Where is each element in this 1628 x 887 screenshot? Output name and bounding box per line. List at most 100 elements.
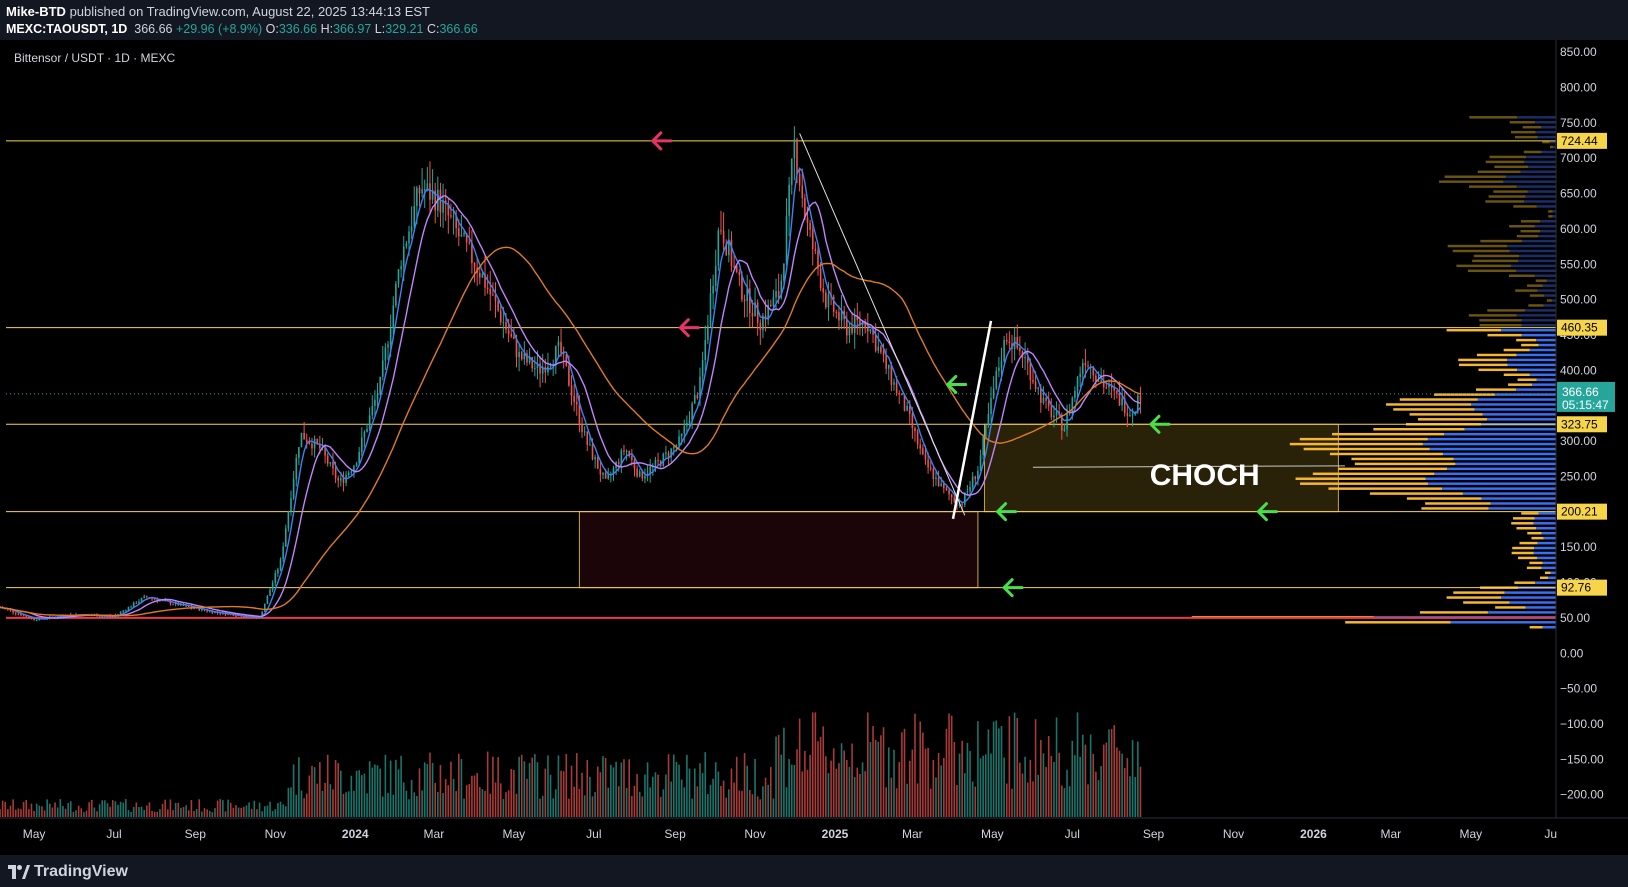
price-chart[interactable]: CHOCH 850.00 800.00 750.00 700.00 650.00 600.… bbox=[0, 40, 1628, 855]
candle-body bbox=[410, 226, 413, 232]
candle-body bbox=[969, 487, 971, 492]
volume-bar bbox=[489, 793, 492, 817]
volume-bar bbox=[1121, 753, 1123, 817]
volume-bar bbox=[269, 801, 271, 817]
volume-bar bbox=[1050, 755, 1053, 817]
volume-bar bbox=[161, 803, 164, 817]
brand-name: TradingView bbox=[34, 863, 128, 880]
candle-body bbox=[455, 215, 457, 229]
zone-box bbox=[983, 423, 1339, 513]
volume-profile-bar bbox=[1521, 324, 1556, 327]
candle-body bbox=[1055, 412, 1058, 416]
volume-bar bbox=[1, 800, 4, 817]
volume-bar bbox=[319, 762, 321, 817]
candle-body bbox=[371, 405, 374, 416]
volume-profile-bar bbox=[1509, 601, 1556, 604]
volume-bar bbox=[982, 755, 984, 817]
candle-body bbox=[903, 395, 906, 411]
volume-bar bbox=[321, 790, 324, 817]
candle-body bbox=[1047, 400, 1050, 407]
volume-bar bbox=[652, 776, 654, 817]
volume-profile-bar bbox=[1406, 497, 1482, 500]
volume-bar bbox=[240, 807, 242, 817]
volume-bar bbox=[104, 800, 106, 817]
volume-bar bbox=[28, 809, 30, 817]
volume-bar bbox=[680, 779, 683, 817]
candle-body bbox=[914, 428, 916, 432]
volume-bar bbox=[413, 792, 416, 817]
volume-profile-bar bbox=[1444, 432, 1556, 436]
candle-body bbox=[402, 246, 405, 267]
volume-bar bbox=[392, 794, 395, 817]
volume-bar bbox=[633, 785, 636, 817]
volume-bar bbox=[138, 806, 140, 817]
volume-profile-bar bbox=[1433, 393, 1495, 396]
volume-bar bbox=[919, 721, 922, 817]
volume-bar bbox=[762, 786, 764, 817]
candle-body bbox=[1097, 380, 1100, 382]
candle-body bbox=[17, 613, 20, 615]
volume-profile-bar bbox=[1525, 606, 1556, 609]
volume-profile-bar bbox=[1428, 482, 1556, 485]
author-name[interactable]: Mike-BTD bbox=[6, 4, 66, 19]
volume-bar bbox=[644, 774, 646, 817]
volume-bar bbox=[911, 749, 914, 817]
y-tick-label: 650.00 bbox=[1560, 187, 1597, 201]
volume-bar bbox=[143, 810, 145, 817]
volume-bar bbox=[515, 793, 518, 817]
volume-bar bbox=[166, 809, 169, 817]
volume-bar bbox=[174, 802, 177, 817]
volume-bar bbox=[733, 782, 735, 817]
volume-bar bbox=[347, 791, 350, 817]
candle-body bbox=[125, 610, 127, 612]
volume-profile-bar bbox=[1458, 358, 1508, 362]
volume-bar bbox=[64, 808, 67, 817]
volume-bar bbox=[1126, 758, 1129, 817]
candle-body bbox=[675, 445, 678, 447]
volume-profile-bar bbox=[1447, 467, 1556, 471]
candle-body bbox=[806, 217, 809, 223]
volume-bar bbox=[809, 754, 811, 817]
volume-profile-bar bbox=[1547, 576, 1556, 579]
volume-bar bbox=[132, 807, 135, 817]
volume-bar bbox=[164, 799, 166, 817]
y-tick-label: 500.00 bbox=[1560, 293, 1597, 307]
volume-bar bbox=[1055, 717, 1058, 817]
volume-profile-bar bbox=[1512, 517, 1535, 520]
candle-body bbox=[494, 295, 497, 302]
volume-bar bbox=[523, 761, 526, 817]
candle-body bbox=[856, 315, 859, 321]
candle-body bbox=[599, 468, 602, 475]
candle-body bbox=[628, 450, 631, 457]
volume-bar bbox=[945, 728, 948, 817]
volume-profile-bar bbox=[1537, 135, 1556, 139]
volume-bar bbox=[374, 764, 376, 817]
candle-body bbox=[232, 614, 235, 616]
candle-body bbox=[468, 242, 471, 244]
volume-profile-bar bbox=[1536, 338, 1556, 342]
candle-body bbox=[518, 351, 520, 358]
volume-bar bbox=[552, 798, 554, 817]
volume-profile-bar bbox=[1329, 452, 1443, 456]
candle-body bbox=[1129, 415, 1131, 417]
volume-profile-bar bbox=[1486, 418, 1556, 421]
volume-bar bbox=[610, 764, 612, 817]
symbol-label[interactable]: MEXC:TAOUSDT, 1D bbox=[6, 22, 128, 36]
volume-bar bbox=[838, 763, 840, 817]
candle-body bbox=[201, 608, 203, 611]
volume-bar bbox=[534, 754, 536, 817]
candle-body bbox=[305, 439, 308, 443]
volume-profile-bar bbox=[1399, 398, 1478, 401]
candle-body bbox=[775, 291, 777, 298]
volume-bar bbox=[830, 760, 832, 817]
volume-profile-bar bbox=[1338, 467, 1448, 471]
candle-body bbox=[219, 612, 222, 614]
candle-body bbox=[33, 618, 35, 621]
tradingview-logo[interactable]: TradingView bbox=[8, 863, 128, 881]
volume-bar bbox=[1113, 725, 1116, 817]
volume-bar bbox=[17, 808, 20, 817]
volume-bar bbox=[492, 756, 494, 817]
candle-body bbox=[890, 364, 893, 385]
candle-body bbox=[214, 612, 216, 614]
candle-body bbox=[520, 351, 523, 360]
